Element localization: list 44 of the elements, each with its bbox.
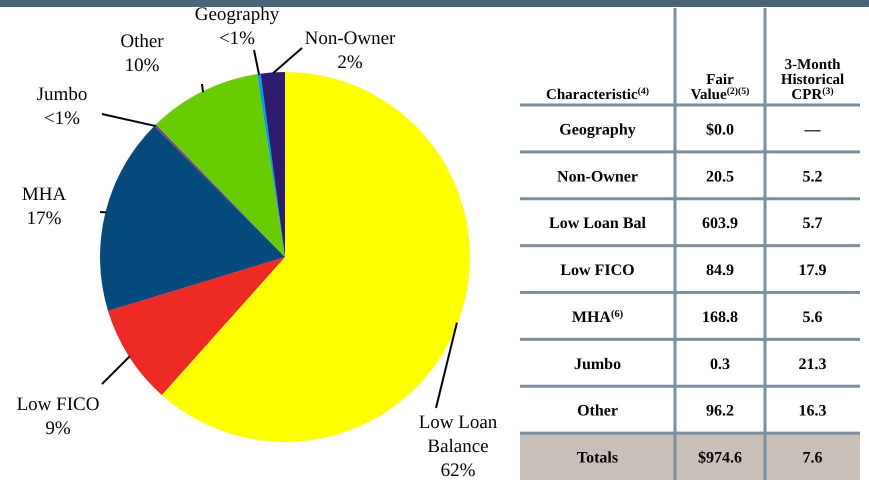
slice-label: Low Loan Balance: [418, 412, 498, 457]
data-label: 20.5: [706, 168, 734, 186]
data-label: <1%: [44, 108, 80, 129]
data-label: 5.2: [802, 168, 822, 186]
pie-slice: [156, 74, 285, 257]
data-label: $974.6: [698, 450, 742, 467]
data-label: 5.6: [802, 308, 822, 326]
category-label: Low Loan Bal: [549, 215, 647, 232]
data-label: —: [804, 121, 822, 138]
slice-label: Geography: [194, 4, 280, 25]
data-label: 17%: [26, 208, 62, 229]
category-label: MHA$^{(6)}$: [572, 308, 624, 326]
text: 3-Month Historical CPR$^{(3)}$: [780, 57, 844, 103]
data-label: 0.3: [710, 356, 730, 373]
data-label: 16.3: [798, 402, 826, 420]
data-label: $0.0: [706, 121, 734, 138]
text: Characteristic$^{(4)}$: [546, 86, 650, 103]
data-label: 168.8: [702, 308, 738, 326]
slice-label: Other: [120, 31, 164, 52]
data-label: 2%: [337, 52, 363, 73]
data-label: 17.9: [798, 262, 826, 280]
data-label: 62%: [440, 460, 476, 481]
data-label: 84.9: [706, 262, 734, 280]
pie-slice: [100, 126, 285, 311]
data-label: <1%: [218, 28, 256, 49]
category-label: Low FICO: [560, 262, 635, 280]
slice-label: MHA: [22, 184, 66, 205]
slice-label: Non-Owner: [304, 28, 396, 49]
category-label: Jumbo: [574, 356, 622, 373]
category-label: Non-Owner: [557, 168, 638, 186]
data-label: 7.6: [802, 450, 822, 467]
data-label: 96.2: [706, 402, 734, 420]
data-label: 603.9: [702, 215, 738, 232]
slice-label: Jumbo: [36, 84, 88, 105]
data-label: 5.7: [802, 215, 822, 232]
text: Fair Value$^{(2)(5)}$: [690, 72, 750, 103]
pie-slice: [108, 257, 285, 395]
data-label: 9%: [45, 418, 71, 439]
category-label: Other: [577, 402, 618, 420]
data-label: 21.3: [798, 356, 826, 373]
category-label: Geography: [559, 121, 636, 138]
slice-label: Low FICO: [16, 394, 100, 415]
data-label: 10%: [124, 55, 160, 76]
category-label: Totals: [576, 450, 618, 467]
